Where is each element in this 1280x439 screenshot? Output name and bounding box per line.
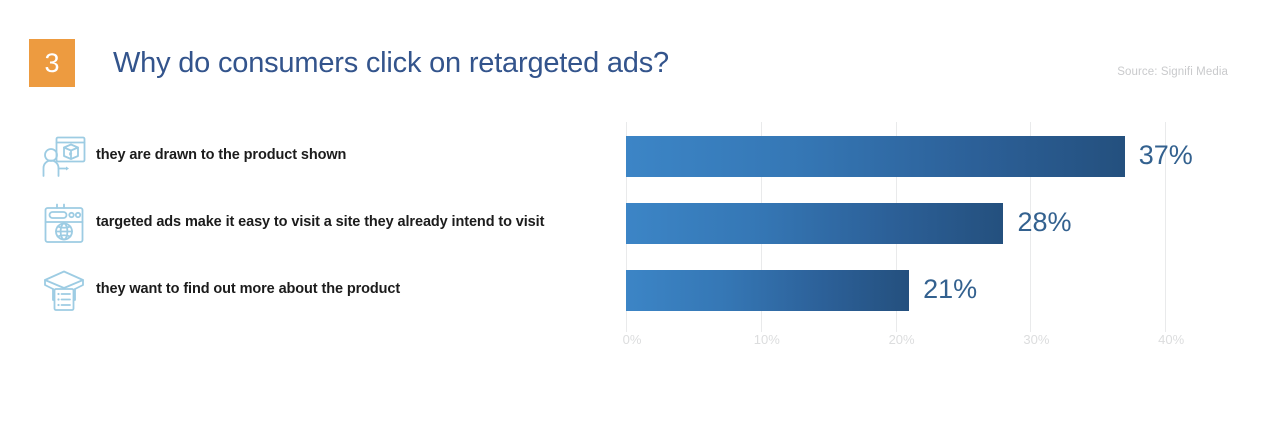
section-number: 3 [44,47,60,78]
page-title: Why do consumers click on retargeted ads… [113,47,669,79]
gridline-40pct [1165,122,1167,332]
gridline-30pct [1030,122,1032,332]
row-label: they want to find out more about the pro… [96,281,401,297]
row-label: targeted ads make it easy to visit a sit… [96,214,545,230]
chart-row: targeted ads make it easy to visit a sit… [0,195,1280,262]
row-label: they are drawn to the product shown [96,147,347,163]
open-box-checklist-icon [38,266,90,316]
bar [626,270,910,311]
x-tick-label: 0% [622,332,642,347]
source-attribution: Source: Signifi Media [1117,66,1228,78]
chart-row: they want to find out more about the pro… [0,262,1280,329]
bar-chart: they are drawn to the product shown 37% t… [0,110,1280,370]
browser-window-globe-icon [38,199,90,249]
x-tick-label: 10% [753,332,780,347]
x-tick-label: 20% [888,332,915,347]
bar [626,203,1004,244]
bar-value-label: 37% [1138,140,1193,170]
x-tick-label: 40% [1158,332,1185,347]
bar-value-label: 28% [1017,207,1072,237]
bar-value-label: 21% [923,274,978,304]
section-number-badge: 3 [29,39,75,87]
x-axis: 0% 10% 20% 30% 40% [0,332,1280,362]
page-header: 3 Why do consumers click on retargeted a… [0,0,1280,110]
bar [626,136,1125,177]
person-presenting-product-icon [38,132,90,182]
x-tick-label: 30% [1023,332,1050,347]
chart-row: they are drawn to the product shown 37% [0,128,1280,195]
